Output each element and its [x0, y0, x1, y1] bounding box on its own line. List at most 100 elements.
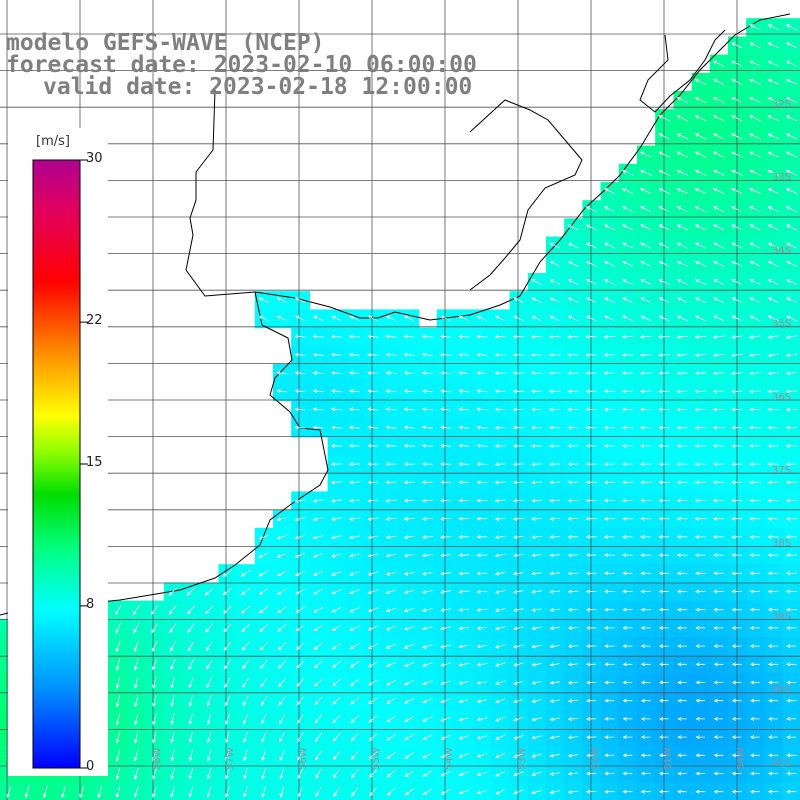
wind-arrow	[494, 444, 506, 448]
wind-arrow	[730, 371, 743, 376]
wind-arrow	[676, 188, 688, 194]
wind-arrow	[604, 735, 615, 740]
wind-arrow	[786, 716, 797, 721]
wind-arrow	[768, 735, 778, 740]
wind-arrow	[694, 335, 707, 339]
wind-arrow	[749, 42, 761, 49]
wind-arrow	[713, 680, 724, 685]
wind-arrow	[458, 407, 470, 412]
wind-arrow	[277, 642, 287, 651]
wind-arrow	[152, 695, 157, 708]
wind-arrow	[458, 315, 469, 322]
wind-arrow	[658, 589, 669, 594]
wind-arrow	[204, 605, 214, 615]
wind-arrow	[549, 516, 561, 521]
wind-arrow	[658, 151, 670, 158]
wind-arrow	[658, 297, 670, 304]
wind-arrow	[312, 425, 324, 430]
wind-arrow	[658, 771, 669, 776]
wind-arrow	[712, 97, 725, 104]
wind-arrow	[512, 371, 524, 376]
wind-arrow	[731, 115, 743, 122]
wind-arrow	[676, 443, 688, 448]
wind-arrow	[206, 713, 212, 726]
wind-arrow	[206, 659, 213, 670]
wind-arrow	[549, 644, 560, 649]
wind-arrow	[330, 352, 342, 357]
wind-arrow	[421, 553, 433, 558]
wind-cell	[364, 746, 383, 765]
wind-arrow	[152, 767, 157, 780]
wind-arrow	[458, 753, 470, 758]
wind-arrow	[785, 78, 798, 85]
wind-arrow	[476, 498, 488, 503]
wind-arrow	[677, 662, 687, 667]
wind-arrow	[512, 553, 524, 558]
wind-arrow	[658, 644, 669, 649]
wind-arrow	[476, 443, 488, 448]
wind-arrow	[531, 535, 542, 540]
wind-arrow	[567, 717, 579, 722]
wind-arrow	[439, 352, 452, 357]
wind-arrow	[549, 242, 561, 249]
wind-arrow	[170, 768, 175, 780]
wind-arrow	[785, 498, 797, 503]
wind-arrow	[458, 626, 470, 631]
wind-arrow	[476, 626, 488, 631]
wind-cell	[291, 600, 310, 620]
wind-arrow	[639, 151, 652, 158]
wind-arrow	[531, 753, 542, 758]
wind-arrow	[694, 389, 707, 394]
wind-arrow	[531, 498, 542, 503]
wind-arrow	[749, 261, 761, 267]
wind-arrow	[404, 788, 414, 796]
wind-arrow	[294, 297, 306, 303]
wind-arrow	[730, 60, 743, 67]
wind-arrow	[603, 571, 615, 576]
wind-arrow	[350, 715, 360, 723]
wind-arrow	[386, 769, 396, 778]
wind-arrow	[458, 334, 470, 339]
wind-arrow	[731, 589, 742, 594]
wind-arrow	[403, 625, 415, 631]
wind-arrow	[385, 334, 397, 339]
wind-arrow	[494, 535, 506, 540]
wind-arrow	[531, 279, 542, 285]
wind-cell	[327, 618, 347, 638]
wind-arrow	[658, 188, 670, 194]
wind-arrow	[188, 749, 193, 762]
wind-arrow	[513, 680, 524, 685]
wind-arrow	[385, 643, 397, 649]
wind-arrow	[731, 498, 743, 503]
wind-arrow	[658, 371, 670, 376]
wind-arrow	[476, 571, 488, 576]
wind-arrow	[224, 713, 230, 725]
wind-arrow	[567, 443, 579, 448]
wind-arrow	[367, 352, 379, 357]
wind-arrow	[440, 752, 451, 758]
wind-arrow	[785, 462, 797, 467]
wind-arrow	[567, 498, 579, 503]
wind-cell	[291, 618, 310, 638]
wind-arrow	[476, 589, 488, 594]
wind-arrow	[296, 678, 305, 687]
wind-arrow	[494, 571, 506, 576]
wind-arrow	[713, 771, 724, 776]
wind-arrow	[261, 768, 266, 780]
coastline-uruguay-brazil	[185, 13, 791, 321]
wind-cell	[327, 728, 347, 747]
wind-cell	[345, 637, 365, 656]
wind-arrow	[294, 425, 306, 430]
wind-arrow	[622, 716, 633, 721]
wind-arrow	[694, 407, 707, 412]
wind-arrow	[531, 717, 542, 722]
coastline-argentina	[0, 291, 329, 616]
wind-arrow	[603, 315, 615, 322]
wind-arrow	[658, 206, 670, 213]
wind-arrow	[349, 370, 360, 375]
wind-cell	[309, 746, 329, 765]
wind-arrow	[367, 517, 379, 521]
wind-arrow	[603, 443, 615, 448]
wind-cell	[127, 600, 147, 620]
wind-arrow	[312, 371, 324, 375]
